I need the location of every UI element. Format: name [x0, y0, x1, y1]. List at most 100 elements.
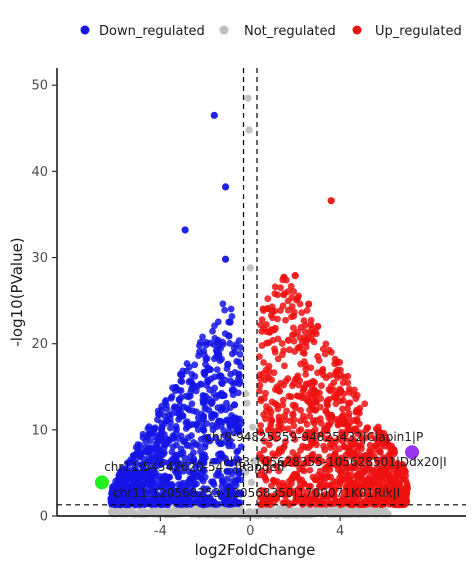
down-regulated-point [199, 465, 207, 473]
y-tick-label: 20 [31, 337, 48, 352]
data-point [206, 507, 214, 515]
up-regulated-point [367, 432, 375, 440]
down-regulated-point [134, 490, 142, 498]
data-point [210, 111, 218, 119]
up-regulated-point [268, 482, 275, 490]
data-point [318, 509, 326, 518]
up-regulated-point [365, 466, 373, 474]
up-regulated-point [290, 379, 298, 387]
down-regulated-point [210, 355, 218, 363]
y-tick-label: 10 [31, 423, 48, 438]
up-regulated-point [264, 426, 272, 434]
data-point [350, 440, 358, 448]
up-regulated-point [291, 470, 298, 478]
down-regulated-point [194, 461, 202, 469]
up-regulated-point [347, 463, 355, 470]
down-regulated-point [215, 438, 222, 446]
down-regulated-point [233, 454, 241, 462]
not-regulated-point [165, 507, 172, 514]
data-point [291, 272, 299, 280]
down-regulated-point [214, 336, 222, 344]
down-regulated-point [226, 339, 234, 347]
up-regulated-point [269, 314, 276, 322]
down-regulated-point [185, 468, 193, 476]
data-point [226, 318, 234, 326]
up-regulated-point [316, 389, 323, 397]
down-regulated-point [146, 437, 154, 445]
down-regulated-point [196, 342, 203, 349]
down-regulated-point [229, 380, 237, 388]
up-regulated-point [304, 459, 311, 467]
up-regulated-point [261, 437, 268, 445]
data-point [197, 380, 205, 388]
up-regulated-point [260, 359, 268, 366]
up-regulated-point [346, 399, 354, 407]
up-regulated-point [383, 439, 391, 446]
down-regulated-point [218, 405, 226, 412]
gene-annotation: chr11:120568253-120568350|1700071K01Rik|… [113, 486, 400, 500]
data-point [107, 495, 115, 503]
gene-annotation: chr9:94825359-94825432|Ciapin1|P [205, 430, 423, 444]
data-point [264, 373, 272, 381]
down-regulated-point [222, 454, 229, 462]
legend-up-marker [352, 25, 362, 35]
up-regulated-point [318, 457, 326, 465]
up-regulated-point [300, 358, 308, 365]
down-regulated-point [176, 396, 183, 404]
data-point [228, 386, 236, 394]
up-regulated-point [271, 345, 278, 353]
not-regulated-point [302, 511, 310, 519]
up-regulated-point [276, 482, 283, 489]
up-regulated-point [257, 422, 265, 429]
up-regulated-point [255, 353, 263, 360]
up-regulated-point [388, 462, 396, 470]
down-regulated-point [221, 306, 229, 314]
not-regulated-point [257, 511, 265, 519]
up-regulated-point [307, 442, 314, 449]
up-regulated-point [287, 460, 295, 468]
down-regulated-point [136, 448, 144, 456]
up-regulated-point [276, 417, 284, 425]
up-regulated-point [312, 398, 320, 406]
data-point [245, 126, 253, 134]
up-regulated-point [306, 429, 314, 437]
data-point [275, 387, 284, 395]
up-regulated-point [313, 457, 321, 465]
down-regulated-point [200, 413, 207, 420]
down-regulated-point [139, 461, 147, 469]
data-point [221, 255, 230, 263]
up-regulated-point [320, 479, 328, 486]
up-regulated-point [291, 436, 299, 443]
up-regulated-point [283, 407, 291, 415]
up-regulated-point [317, 395, 325, 402]
down-regulated-point [121, 473, 128, 481]
up-regulated-point [313, 431, 321, 439]
up-regulated-point [337, 372, 345, 379]
data-point [250, 457, 258, 465]
down-regulated-point [220, 427, 228, 435]
down-regulated-point [212, 411, 219, 419]
data-point [201, 404, 209, 412]
up-regulated-point [351, 425, 358, 433]
up-regulated-point [323, 397, 331, 404]
down-regulated-point [211, 384, 219, 392]
down-regulated-point [213, 457, 220, 465]
up-regulated-point [300, 317, 308, 324]
up-regulated-point [353, 415, 361, 423]
down-regulated-point [123, 498, 130, 505]
down-regulated-point [152, 500, 159, 508]
down-regulated-point [188, 432, 195, 439]
up-regulated-point [302, 370, 310, 378]
down-regulated-point [209, 327, 216, 335]
up-regulated-point [380, 494, 388, 502]
data-point [363, 455, 371, 463]
down-regulated-point [190, 455, 198, 463]
up-regulated-point [305, 391, 313, 399]
data-point [215, 417, 223, 425]
up-regulated-point [317, 420, 325, 427]
up-regulated-point [291, 454, 299, 462]
up-regulated-point [265, 339, 273, 347]
up-regulated-point [298, 338, 306, 346]
up-regulated-point [310, 386, 318, 394]
up-regulated-point [294, 372, 302, 380]
